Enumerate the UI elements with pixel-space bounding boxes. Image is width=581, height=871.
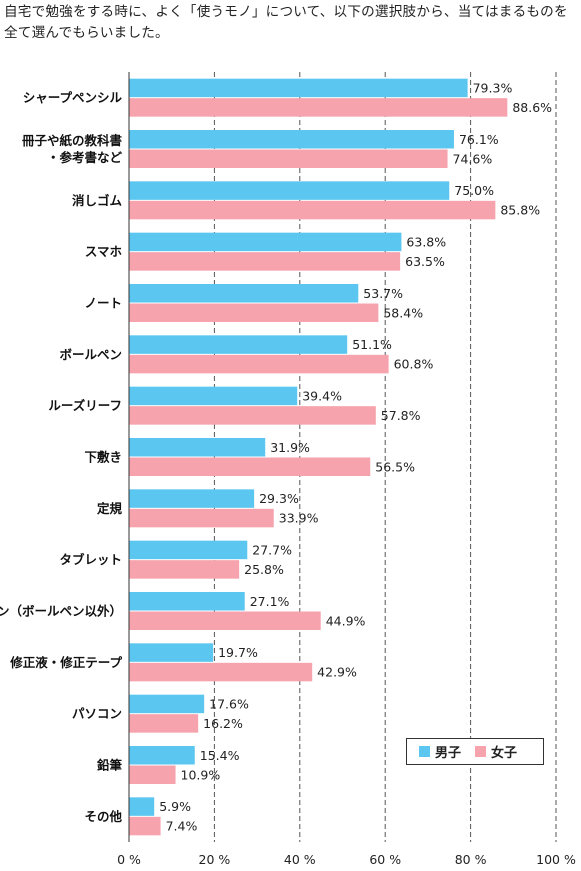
bar-male	[129, 181, 450, 200]
bar-female	[129, 560, 240, 579]
x-tick-label: 80 %	[455, 852, 487, 867]
bar-male	[129, 694, 205, 714]
chart-title: 自宅で勉強をする時に、よく「使うモノ」について、以下の選択肢から、当てはまるもの…	[4, 4, 568, 41]
category-label: ルーズリーフ	[48, 398, 122, 413]
data-label: 10.9%	[181, 767, 221, 782]
category-label: ノート	[84, 296, 122, 311]
bar-male	[129, 592, 245, 611]
legend-item-female: 女子	[475, 742, 517, 761]
bar-male	[129, 130, 454, 149]
data-label: 51.1%	[352, 337, 392, 352]
bar-male	[129, 489, 255, 508]
legend: 男子 女子	[406, 738, 544, 765]
data-label: 44.9%	[326, 613, 366, 628]
bar-male	[129, 284, 359, 303]
bar-male	[129, 746, 195, 765]
bar-female	[129, 457, 371, 476]
data-label: 27.1%	[250, 594, 290, 609]
data-label: 17.6%	[209, 696, 249, 711]
data-label: 25.8%	[244, 562, 284, 577]
legend-item-male: 男子	[419, 742, 461, 761]
bar-female	[129, 816, 161, 836]
data-label: 29.3%	[259, 491, 299, 506]
bar-male	[129, 232, 402, 252]
data-label: 7.4%	[166, 819, 198, 834]
category-label: 消しゴム	[72, 193, 123, 208]
bar-female	[129, 662, 313, 682]
data-label: 39.4%	[302, 388, 342, 403]
legend-swatch-female	[475, 746, 487, 757]
x-tick-label: 100 %	[536, 852, 576, 867]
bar-female	[129, 354, 389, 374]
category-label: パソコン	[72, 706, 122, 721]
bar-male	[129, 797, 155, 816]
data-label: 5.9%	[159, 799, 191, 814]
bar-male	[129, 78, 468, 98]
data-label: 15.4%	[200, 748, 240, 763]
data-label: 63.8%	[406, 234, 446, 249]
data-label: 79.3%	[473, 80, 513, 95]
data-label: 58.4%	[383, 305, 423, 320]
bar-male	[129, 643, 214, 662]
data-label: 19.7%	[218, 645, 258, 660]
bar-male	[129, 335, 348, 354]
category-label: 下敷き	[84, 450, 122, 465]
data-label: 75.0%	[454, 183, 494, 198]
data-label: 27.7%	[252, 542, 292, 557]
category-label: 鉛筆	[96, 758, 123, 773]
data-label: 74.6%	[453, 151, 493, 166]
bar-female	[129, 98, 508, 117]
category-label: タブレット	[59, 552, 122, 567]
legend-label-male: 男子	[435, 746, 462, 761]
data-label: 57.8%	[381, 408, 421, 423]
bar-female	[129, 252, 401, 271]
category-label: シャープペンシル	[23, 90, 123, 105]
bar-female	[129, 611, 321, 630]
bar-male	[129, 386, 298, 406]
category-label-line: 冊子や紙の教科書	[22, 133, 123, 148]
data-label: 63.5%	[405, 254, 445, 269]
bar-female	[129, 406, 376, 425]
data-label: 16.2%	[203, 716, 243, 731]
category-label: スマホ	[85, 244, 122, 259]
legend-label-female: 女子	[491, 746, 518, 761]
x-tick-label: 40 %	[284, 852, 316, 867]
category-label: 冊子や紙の教科書・参考書など	[22, 133, 123, 165]
data-label: 88.6%	[512, 100, 552, 115]
bar-female	[129, 508, 274, 528]
data-label: 60.8%	[394, 357, 434, 372]
data-label: 42.9%	[317, 665, 357, 680]
data-label: 31.9%	[270, 440, 310, 455]
data-label: 85.8%	[500, 203, 540, 218]
category-label: その他	[84, 809, 122, 824]
category-label: ペン（ボールペン以外）	[0, 604, 122, 619]
bar-male	[129, 540, 248, 560]
bar-female	[129, 200, 496, 220]
bar-female	[129, 303, 379, 322]
bar-male	[129, 438, 266, 457]
data-label: 76.1%	[459, 132, 499, 147]
bar-female	[129, 149, 448, 168]
data-label: 33.9%	[279, 511, 319, 526]
category-label: 定規	[96, 501, 123, 516]
x-tick-label: 0 %	[117, 852, 141, 867]
data-label: 56.5%	[375, 459, 415, 474]
data-label: 53.7%	[363, 286, 403, 301]
x-tick-label: 20 %	[199, 852, 231, 867]
bar-female	[129, 714, 199, 733]
category-label: ボールペン	[59, 347, 122, 362]
legend-swatch-male	[419, 746, 430, 757]
x-tick-label: 60 %	[369, 852, 401, 867]
category-label-line: ・参考書など	[47, 150, 123, 165]
bar-female	[129, 765, 176, 784]
category-label: 修正液・修正テープ	[9, 655, 122, 670]
